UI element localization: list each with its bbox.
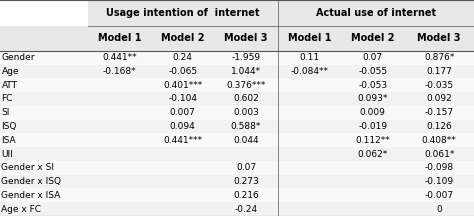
Text: FC: FC [1, 94, 13, 103]
Text: 0.044: 0.044 [233, 136, 259, 145]
Text: 0.441***: 0.441*** [163, 136, 202, 145]
Text: 0.07: 0.07 [236, 163, 256, 172]
Text: 0.408**: 0.408** [422, 136, 456, 145]
Text: 0.007: 0.007 [170, 108, 196, 117]
Text: 0.24: 0.24 [173, 53, 192, 62]
Bar [0, 175, 474, 188]
Bar [0, 133, 474, 147]
Text: -0.157: -0.157 [425, 108, 454, 117]
Bar [0, 147, 474, 161]
Bar [0, 92, 474, 106]
Text: 0.588*: 0.588* [231, 122, 261, 131]
Text: Model 3: Model 3 [418, 33, 461, 43]
Text: ISQ: ISQ [1, 122, 17, 131]
Text: Gender x ISQ: Gender x ISQ [1, 177, 62, 186]
Text: -0.035: -0.035 [425, 81, 454, 90]
Bar [0, 78, 474, 92]
Text: 0.876*: 0.876* [424, 53, 455, 62]
Text: Model 1: Model 1 [288, 33, 331, 43]
Bar [0, 106, 474, 120]
Text: 0.177: 0.177 [426, 67, 452, 76]
Text: 0.602: 0.602 [233, 94, 259, 103]
Text: 0.126: 0.126 [426, 122, 452, 131]
Text: 1.044*: 1.044* [231, 67, 261, 76]
Text: Model 1: Model 1 [98, 33, 141, 43]
Text: 0.093*: 0.093* [357, 94, 388, 103]
Text: 0.112**: 0.112** [356, 136, 390, 145]
Text: -0.055: -0.055 [358, 67, 387, 76]
Bar [0, 161, 474, 175]
Text: 0.441**: 0.441** [102, 53, 137, 62]
Text: 0.062*: 0.062* [357, 149, 388, 159]
Text: -0.104: -0.104 [168, 94, 197, 103]
Bar [0, 188, 474, 202]
Text: -0.053: -0.053 [358, 81, 387, 90]
Text: -0.24: -0.24 [235, 205, 257, 214]
Text: Model 3: Model 3 [224, 33, 268, 43]
Text: ISA: ISA [1, 136, 16, 145]
Bar [0, 65, 474, 78]
Text: -0.109: -0.109 [425, 177, 454, 186]
Text: -0.019: -0.019 [358, 122, 387, 131]
Text: 0.009: 0.009 [360, 108, 386, 117]
Text: -0.098: -0.098 [425, 163, 454, 172]
Text: 0.376***: 0.376*** [227, 81, 266, 90]
Bar [88, 0, 474, 26]
Text: Gender x ISA: Gender x ISA [1, 191, 61, 200]
Text: 0.273: 0.273 [233, 177, 259, 186]
Text: Model 2: Model 2 [351, 33, 394, 43]
Text: Actual use of internet: Actual use of internet [316, 8, 436, 18]
Text: 0.061*: 0.061* [424, 149, 455, 159]
Text: 0.07: 0.07 [363, 53, 383, 62]
Text: Gender x SI: Gender x SI [1, 163, 55, 172]
Text: -0.168*: -0.168* [102, 67, 136, 76]
Text: 0: 0 [437, 205, 442, 214]
Text: -0.007: -0.007 [425, 191, 454, 200]
Text: 0.401***: 0.401*** [163, 81, 202, 90]
Text: Gender: Gender [1, 53, 35, 62]
Text: Usage intention of  internet: Usage intention of internet [106, 8, 259, 18]
Text: Age x FC: Age x FC [1, 205, 41, 214]
Text: 0.216: 0.216 [233, 191, 259, 200]
Text: Model 2: Model 2 [161, 33, 204, 43]
Text: SI: SI [1, 108, 10, 117]
Text: 0.11: 0.11 [300, 53, 319, 62]
Bar [0, 202, 474, 216]
Text: Age: Age [1, 67, 19, 76]
Text: -0.084**: -0.084** [291, 67, 328, 76]
Text: 0.094: 0.094 [170, 122, 196, 131]
Bar [0, 26, 474, 51]
Text: 0.003: 0.003 [233, 108, 259, 117]
Text: -0.065: -0.065 [168, 67, 197, 76]
Text: 0.092: 0.092 [426, 94, 452, 103]
Bar [0, 51, 474, 65]
Text: UII: UII [1, 149, 13, 159]
Bar [0, 120, 474, 133]
Text: ATT: ATT [1, 81, 18, 90]
Text: -1.959: -1.959 [231, 53, 261, 62]
